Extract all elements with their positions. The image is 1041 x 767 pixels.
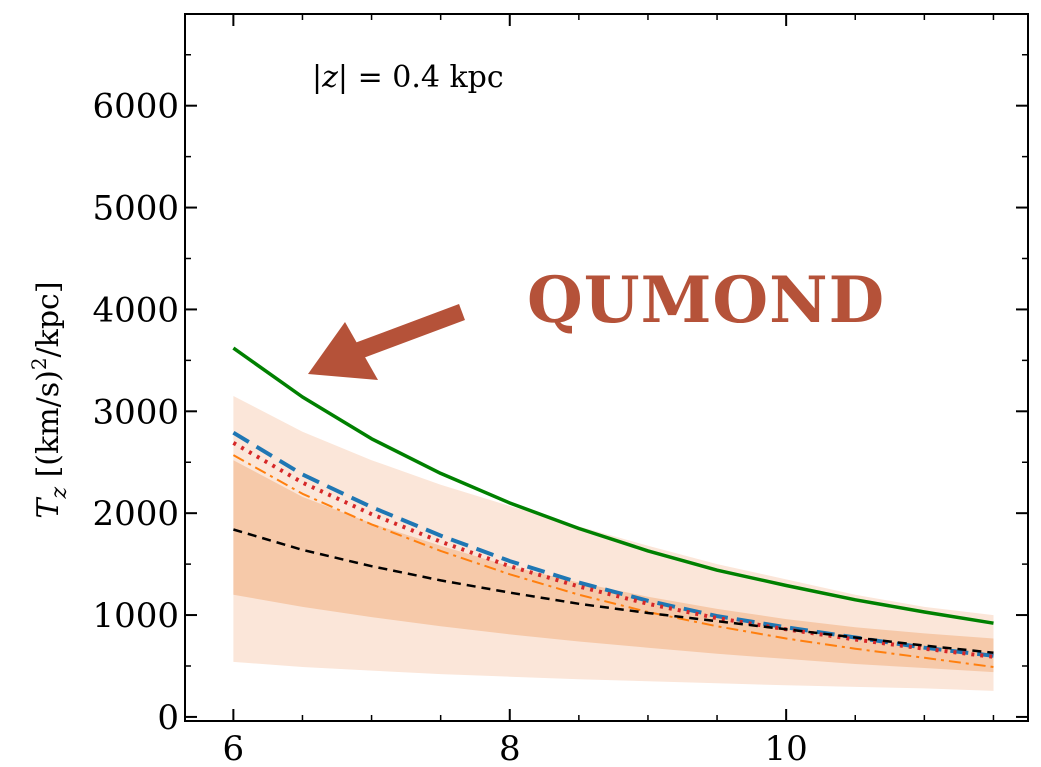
band-inner xyxy=(233,460,994,673)
plot-frame xyxy=(184,13,1029,722)
qumond-arrow-head xyxy=(308,322,378,380)
y-axis-label: Tz [(km/s)2/kpc] xyxy=(27,281,72,518)
series-line-3 xyxy=(232,441,994,659)
y-tick-label: 6000 xyxy=(92,87,179,127)
y-tick-label: 2000 xyxy=(92,494,179,534)
data-series xyxy=(232,346,994,668)
x-tick-label: 8 xyxy=(499,729,521,767)
series-line-2 xyxy=(232,430,994,658)
qumond-label: QUMOND xyxy=(527,263,885,338)
x-tick-label: 10 xyxy=(765,729,808,767)
y-axis-label-units-left: [(km/s) xyxy=(31,370,66,487)
y-axis-label-symbol: T xyxy=(31,497,66,519)
y-axis-label-subscript: z xyxy=(47,487,72,500)
x-tick-label: 6 xyxy=(223,729,245,767)
tick-labels: 0 1000 2000 3000 4000 5000 6000 6 8 10 xyxy=(92,87,807,767)
qumond-arrow-shaft xyxy=(352,304,465,360)
y-tick-label: 1000 xyxy=(92,596,179,636)
y-axis-label-power: 2 xyxy=(27,357,51,370)
y-axis-label-units-right: /kpc] xyxy=(31,281,66,357)
annotation-z-suffix: | = 0.4 kpc xyxy=(338,60,504,95)
y-tick-label: 4000 xyxy=(92,290,179,330)
series-line-1 xyxy=(232,346,994,625)
y-tick-label: 3000 xyxy=(92,392,179,432)
uncertainty-bands xyxy=(233,396,994,691)
y-tick-label: 0 xyxy=(157,698,179,738)
annotation-z-prefix: | xyxy=(312,60,322,95)
series-line-4 xyxy=(232,454,994,668)
annotation-z: |z| = 0.4 kpc xyxy=(312,60,504,95)
annotation-z-var: z xyxy=(321,60,338,95)
qumond-arrow xyxy=(308,304,465,380)
y-tick-label: 5000 xyxy=(92,189,179,229)
